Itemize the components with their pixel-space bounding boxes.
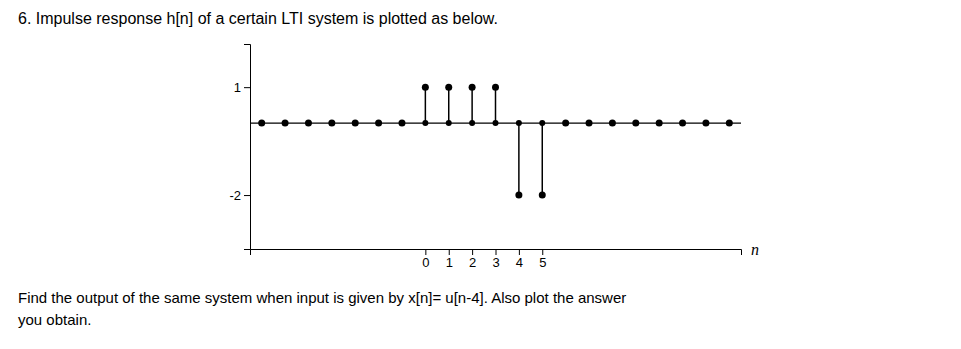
y-tick-mark [244,195,250,196]
x-tick: 4 [516,249,523,270]
stem-marker [679,120,686,127]
x-axis-label: n [751,241,759,258]
stem-marker [609,120,616,127]
annotation: Find the output of the same system when … [18,289,626,306]
stem-marker [375,120,382,127]
y-tick: -2 [229,188,250,203]
marks [250,84,741,199]
stem-marker [305,120,312,127]
y-tick-label: 1 [234,80,241,95]
stem-marker [282,120,289,127]
x-tick-mark [542,249,543,255]
stem [471,87,473,123]
x-tick: 1 [446,249,453,270]
x-tick-label: 1 [446,255,453,270]
x-tick-label: 2 [469,255,476,270]
stem-marker [352,120,359,127]
stem [495,87,497,123]
x-tick-mark [519,249,520,255]
y-tick: 1 [234,80,250,95]
y-tick-mark [244,87,250,88]
y-tick-label: -2 [229,188,241,203]
stem-marker [586,120,593,127]
stem-marker [632,120,639,127]
stem-marker [702,120,709,127]
stem [448,87,450,123]
stem-marker [492,84,499,91]
stem-marker [398,120,405,127]
stem-marker [469,84,476,91]
stem-base [422,120,428,126]
chart: 6. Impulse response h[n] of a certain LT… [0,0,961,349]
x-tick-label: 0 [422,255,429,270]
stem-marker [258,120,265,127]
stem-base [446,120,452,126]
plot: 0 1 2 3 4 5 -2 1 [229,45,741,271]
stem-marker [562,120,569,127]
stem-base [539,120,545,126]
stem-marker [539,192,546,199]
x-tick-mark [496,249,497,255]
annotation: you obtain. [18,311,91,328]
stem-marker [422,84,429,91]
x-tick: 3 [492,249,499,270]
x-tick-mark [425,249,426,255]
x-tick-mark [449,249,450,255]
stem-marker [445,84,452,91]
x-tick: 2 [469,249,476,270]
stem [425,87,427,123]
x-axis: 0 1 2 3 4 5 [251,249,742,270]
x-tick-label: 3 [492,255,499,270]
x-tick-label: 4 [516,255,523,270]
stem-marker [515,192,522,199]
title: 6. Impulse response h[n] of a certain LT… [18,10,498,27]
stem-marker [726,120,733,127]
stem-marker [328,120,335,127]
y-axis: -2 1 [229,45,250,250]
y-axis-line [244,45,251,250]
x-tick: 5 [539,249,546,270]
stem-base [469,120,475,126]
stem-marker [656,120,663,127]
x-tick: 0 [422,249,429,270]
stem [518,123,520,195]
stem-base [516,120,522,126]
x-tick-mark [472,249,473,255]
stem [542,123,544,195]
stem-base [493,120,499,126]
x-axis-line [251,250,742,256]
x-tick-label: 5 [539,255,546,270]
